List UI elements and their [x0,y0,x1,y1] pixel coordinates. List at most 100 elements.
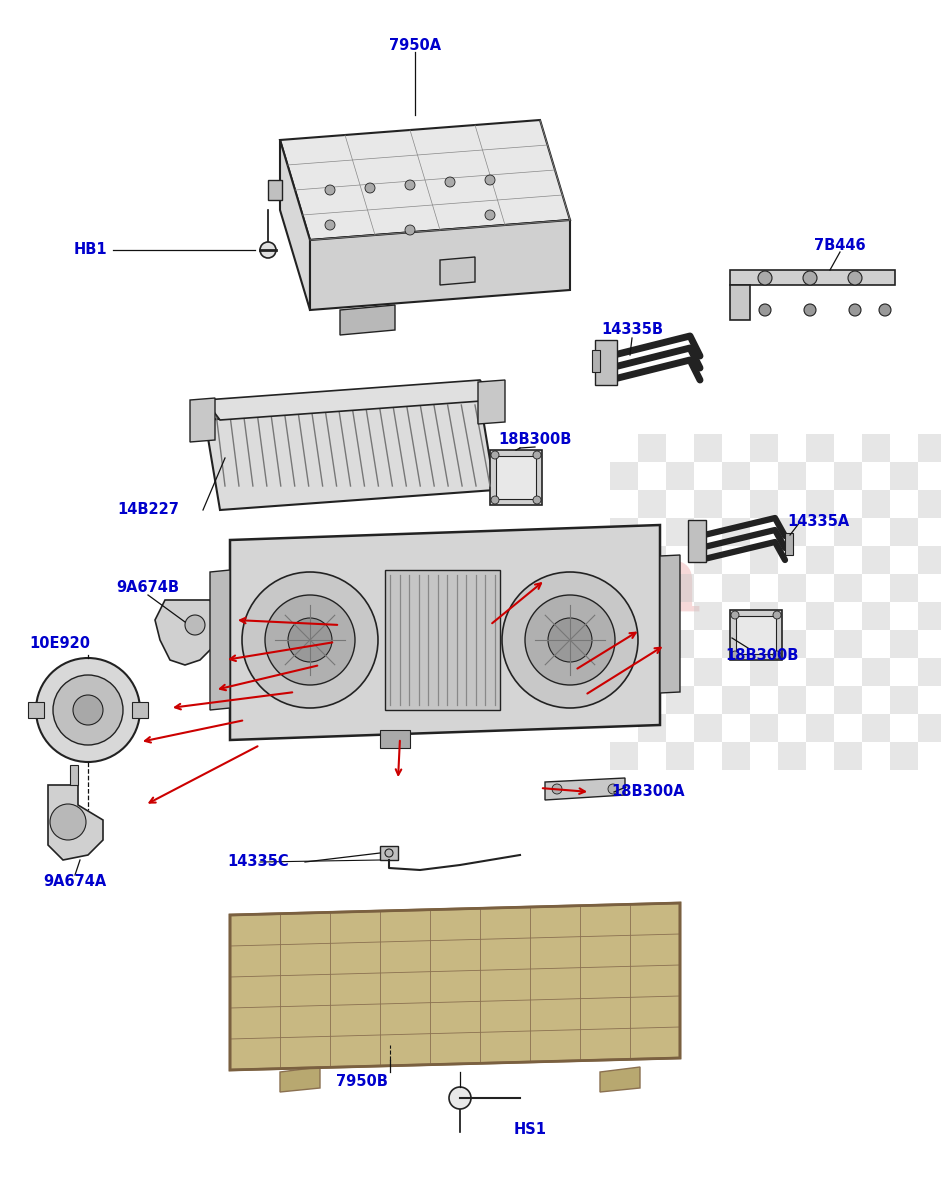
Bar [918,490,941,518]
Text: HB1: HB1 [73,242,107,258]
Bar [806,546,834,574]
Bar [862,714,890,742]
Bar [666,686,694,714]
Circle shape [260,242,276,258]
Bar [834,686,862,714]
Bar [862,434,890,462]
Bar [638,714,666,742]
Bar [778,518,806,546]
Polygon shape [210,570,230,710]
Text: 9A674A: 9A674A [43,875,106,889]
Polygon shape [478,380,505,424]
Polygon shape [190,398,215,442]
Circle shape [185,614,205,635]
Bar [806,602,834,630]
Text: 14335A: 14335A [787,515,849,529]
Text: 7B446: 7B446 [814,238,866,252]
Polygon shape [205,380,495,420]
Text: HS1: HS1 [514,1122,547,1138]
Text: 14B227: 14B227 [117,503,179,517]
Bar [610,630,638,658]
Polygon shape [730,270,895,284]
Bar [778,630,806,658]
Bar [750,658,778,686]
Circle shape [288,618,332,662]
Bar [490,450,542,505]
Polygon shape [268,180,282,200]
Circle shape [849,304,861,316]
Circle shape [265,595,355,685]
Bar [862,602,890,630]
Bar [890,630,918,658]
Bar [610,686,638,714]
Text: 9A674B: 9A674B [117,581,180,595]
Bar [610,462,638,490]
Circle shape [491,451,499,458]
Bar [610,518,638,546]
Polygon shape [280,120,570,240]
Circle shape [533,496,541,504]
Bar [918,714,941,742]
Bar [380,846,398,860]
Circle shape [731,611,739,619]
Bar [666,630,694,658]
Bar [496,456,536,499]
Bar [666,462,694,490]
Polygon shape [730,284,750,320]
Bar [70,766,78,785]
Circle shape [803,271,817,284]
Bar [806,658,834,686]
Circle shape [759,304,771,316]
Bar [918,602,941,630]
Bar [806,714,834,742]
Bar [750,546,778,574]
Circle shape [405,226,415,235]
Bar [610,742,638,770]
Polygon shape [48,785,103,860]
Circle shape [879,304,891,316]
Bar [638,602,666,630]
Bar [132,702,148,718]
Circle shape [445,176,455,187]
Bar [750,434,778,462]
Bar [890,742,918,770]
Text: 14335B: 14335B [601,323,663,337]
Bar [666,518,694,546]
Bar [890,518,918,546]
Circle shape [449,1087,471,1109]
Circle shape [773,650,781,659]
Polygon shape [440,257,475,284]
Bar [785,533,793,554]
Circle shape [53,674,123,745]
Bar [918,434,941,462]
Bar [918,546,941,574]
Polygon shape [280,1067,320,1092]
Circle shape [773,611,781,619]
Circle shape [385,850,393,857]
Polygon shape [600,1067,640,1092]
Bar [722,686,750,714]
Bar [890,462,918,490]
Bar [778,686,806,714]
Bar [736,616,776,654]
Bar [834,742,862,770]
Polygon shape [230,526,660,740]
Circle shape [50,804,86,840]
Bar [918,658,941,686]
Bar [890,686,918,714]
Bar [666,574,694,602]
Circle shape [491,496,499,504]
Bar [694,714,722,742]
Bar [750,714,778,742]
Bar [778,742,806,770]
Bar [834,574,862,602]
Text: 18B300A: 18B300A [612,785,685,799]
Bar [592,350,600,372]
Text: 10E920: 10E920 [29,636,90,652]
Polygon shape [205,400,495,510]
Text: 7950A: 7950A [389,37,441,53]
Bar [730,610,782,660]
Bar [806,434,834,462]
Circle shape [485,210,495,220]
Circle shape [405,180,415,190]
